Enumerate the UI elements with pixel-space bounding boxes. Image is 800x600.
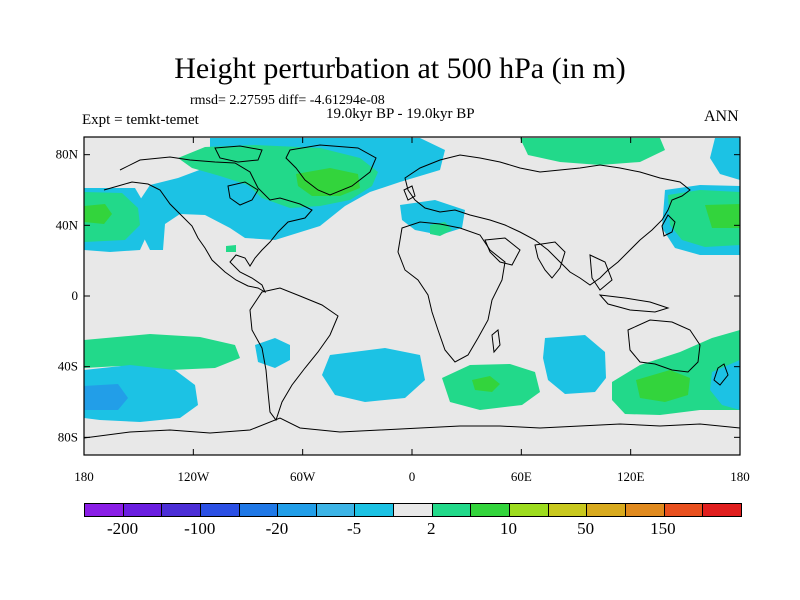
contour-south-america-negative — [255, 338, 290, 368]
coastline-indonesia — [598, 294, 670, 313]
colorbar-swatch — [703, 504, 741, 516]
colorbar — [84, 503, 742, 517]
colorbar-swatch — [123, 504, 163, 516]
colorbar-swatch — [162, 504, 201, 516]
colorbar-label: -20 — [265, 519, 289, 538]
coastline-greenland — [285, 144, 377, 196]
lon-tick-label: 120E — [617, 469, 645, 484]
coastline-uk — [403, 185, 416, 201]
coastline-new-zealand — [713, 363, 729, 386]
colorbar-swatch — [278, 504, 317, 516]
contour-south-pacific-core — [84, 384, 128, 410]
colorbar-swatch — [664, 504, 704, 516]
lat-tick-label: 80S — [58, 429, 78, 444]
contour-south-atlantic-negative — [322, 348, 425, 402]
coastline-southeast-asia — [589, 254, 613, 291]
colorbar-swatch — [316, 504, 356, 516]
coastline-antarctica — [84, 417, 740, 439]
coastline-arabia — [484, 237, 521, 266]
colorbar-swatch — [355, 504, 395, 516]
coastline-africa — [397, 221, 506, 363]
lon-tick-label: 0 — [409, 469, 416, 484]
season-label: ANN — [704, 108, 739, 125]
period-subtitle: 19.0kyr BP - 19.0kyr BP — [326, 106, 475, 122]
contour-south-pacific-positive — [84, 334, 240, 370]
colorbar-swatch — [587, 504, 626, 516]
coastline-canadian-islands — [214, 145, 263, 163]
colorbar-swatch — [548, 504, 588, 516]
contour-pacific-core — [84, 204, 112, 224]
contour-arctic-positive — [520, 138, 665, 165]
colorbar-swatch — [625, 504, 665, 516]
coastline-india — [534, 241, 566, 279]
coastline-south-america — [249, 287, 339, 422]
coastline-australia — [627, 319, 701, 373]
plot-title: Height perturbation at 500 hPa (in m) — [174, 52, 626, 85]
lat-tick-label: 80N — [56, 147, 79, 162]
colorbar-swatch — [394, 504, 433, 516]
contour-south-africa-negative — [543, 335, 606, 394]
axis-tick-labels: 80N 40N 0 40S 80S 180 120W 60W 0 60E 120E 180 — [56, 147, 750, 484]
lon-tick-label: 180 — [730, 469, 750, 484]
lat-tick-label: 0 — [72, 288, 79, 303]
colorbar-swatch — [510, 504, 549, 516]
colorbar-label: 150 — [650, 519, 676, 538]
colorbar-label: 2 — [427, 519, 436, 538]
lon-tick-label: 60W — [290, 469, 316, 484]
coastline-north-america — [103, 156, 313, 294]
lon-tick-label: 120W — [177, 469, 210, 484]
contour-australia-core — [636, 370, 690, 402]
contour-indian-ocean-core — [472, 376, 500, 392]
colorbar-label: 50 — [577, 519, 595, 538]
contour-northwest-pacific-positive — [668, 190, 740, 247]
contour-northwest-pacific-core — [705, 204, 740, 228]
axis-ticks — [83, 137, 741, 455]
coastline-hudson-bay — [227, 181, 259, 206]
lon-tick-label: 180 — [74, 469, 94, 484]
coastline-europe — [404, 154, 691, 286]
colorbar-swatch — [432, 504, 472, 516]
colorbar-label: -5 — [347, 519, 362, 538]
colorbar-label: -200 — [106, 519, 139, 538]
colorbar-label: 10 — [499, 519, 517, 538]
coastlines — [84, 144, 740, 439]
rmsd-diff-stats: rmsd= 2.27595 diff= -4.61294e-08 — [190, 93, 385, 108]
contour-green-spot — [226, 245, 236, 252]
contour-arctic-east-negative — [710, 138, 740, 180]
lat-tick-label: 40N — [56, 217, 79, 232]
lon-tick-label: 60E — [511, 469, 532, 484]
lat-tick-label: 40S — [58, 359, 78, 374]
coastline-madagascar — [491, 329, 501, 354]
colorbar-label: -100 — [184, 519, 216, 538]
colorbar-swatch — [200, 504, 240, 516]
contour-pacific-positive — [84, 192, 140, 242]
colorbar-swatch — [85, 504, 124, 516]
coastline-japan — [661, 214, 676, 237]
experiment-label: Expt = temkt-temet — [82, 112, 199, 128]
colorbar-swatch — [239, 504, 279, 516]
contour-tasman-negative — [710, 360, 740, 410]
colorbar-swatch — [471, 504, 511, 516]
